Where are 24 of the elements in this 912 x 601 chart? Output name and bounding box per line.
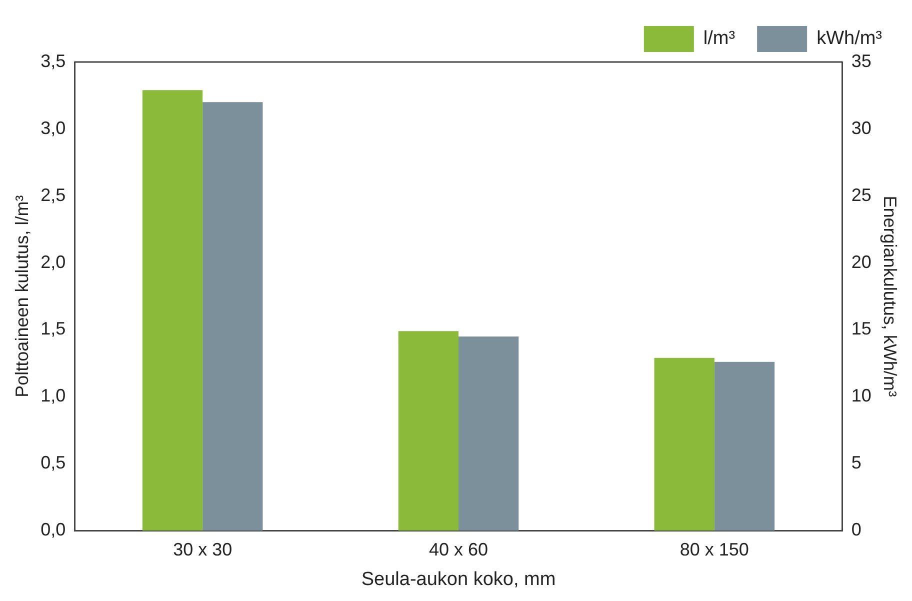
- x-tick-label: 40 x 60: [428, 539, 488, 560]
- y-tick-label: 1,0: [40, 386, 66, 406]
- y2-tick-label: 20: [851, 252, 872, 272]
- y2-tick-label: 0: [851, 520, 862, 540]
- y-tick-label: 2,5: [40, 184, 66, 205]
- y-tick-label: 2,0: [40, 252, 66, 272]
- y2-tick-label: 15: [851, 318, 872, 339]
- x-tick-label: 30 x 30: [173, 539, 232, 560]
- y2-tick-label: 25: [851, 184, 872, 205]
- y2-tick-label: 10: [851, 386, 872, 406]
- y2-axis-title: Energiankulutus, kWh/m³: [880, 196, 900, 397]
- y-tick-label: 0,0: [40, 520, 66, 540]
- legend-label: l/m³: [703, 28, 736, 50]
- y2-tick-label: 35: [851, 50, 872, 71]
- y-axis-title: Polttoaineen kulutus, l/m³: [12, 195, 32, 398]
- y-tick-label: 1,5: [40, 318, 66, 339]
- x-axis-title: Seula-aukon koko, mm: [361, 568, 556, 590]
- y-tick-label: 0,5: [40, 452, 66, 473]
- y2-tick-label: 30: [851, 118, 872, 138]
- x-tick-label: 80 x 150: [680, 539, 749, 560]
- y-tick-label: 3,0: [40, 118, 66, 138]
- y2-tick-label: 5: [851, 452, 862, 473]
- y-tick-label: 3,5: [40, 50, 66, 71]
- legend-label: kWh/m³: [816, 28, 882, 50]
